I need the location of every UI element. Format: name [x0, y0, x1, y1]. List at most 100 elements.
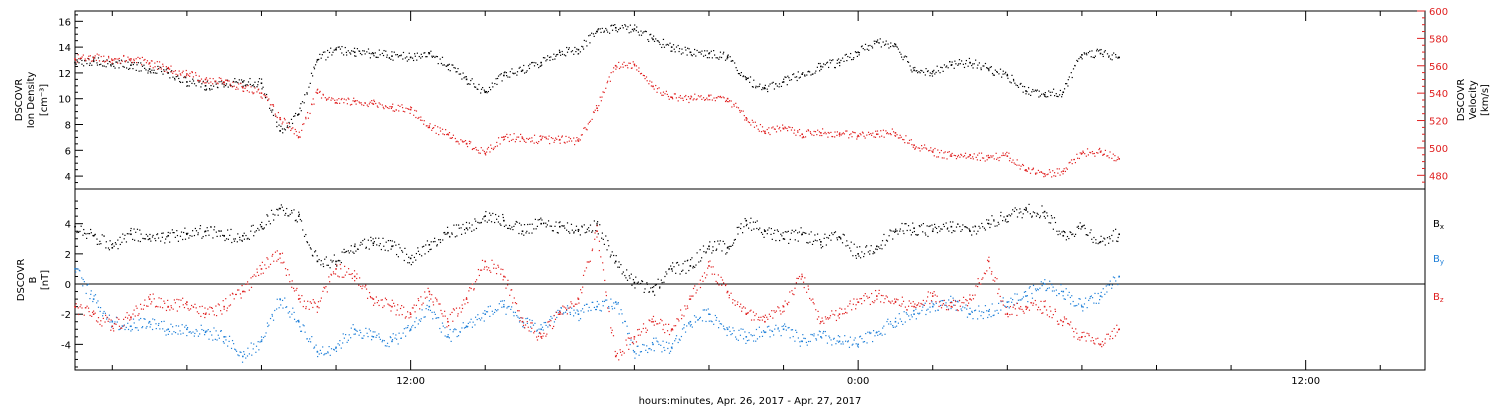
bx-sample	[157, 237, 160, 239]
by-sample	[683, 324, 685, 326]
bx-sample	[910, 234, 912, 236]
bx-sample	[828, 234, 831, 237]
density-sample	[784, 76, 786, 78]
bx-sample	[255, 230, 257, 232]
by-sample	[545, 324, 547, 326]
velocity-sample	[1117, 156, 1119, 158]
bz-sample	[312, 306, 314, 309]
velocity-sample	[420, 116, 422, 118]
velocity-sample	[451, 137, 454, 139]
velocity-sample	[473, 147, 475, 150]
bz-sample	[303, 300, 305, 302]
density-sample	[507, 76, 509, 78]
by-sample	[500, 300, 502, 302]
by-sample	[578, 319, 580, 322]
bx-sample	[404, 247, 406, 249]
bz-sample	[509, 294, 511, 296]
velocity-sample	[586, 129, 588, 131]
density-sample	[674, 51, 676, 53]
velocity-sample	[243, 90, 245, 93]
bx-sample	[176, 230, 178, 232]
bx-sample	[872, 251, 875, 253]
density-sample	[1089, 50, 1091, 52]
velocity-sample	[640, 72, 643, 75]
by-sample	[562, 313, 564, 315]
bx-sample	[169, 241, 171, 243]
bz-sample	[675, 325, 677, 327]
by-sample	[626, 325, 628, 327]
bx-sample	[852, 255, 854, 257]
bx-sample	[545, 226, 547, 228]
bx-sample	[537, 219, 539, 221]
bz-sample	[88, 311, 90, 313]
density-sample	[186, 85, 188, 87]
velocity-sample	[819, 134, 821, 137]
bz-sample	[256, 271, 258, 273]
density-point	[484, 91, 487, 94]
bx-sample	[712, 246, 714, 248]
density-point	[894, 43, 897, 46]
bz-sample	[871, 292, 873, 295]
bz-sample	[838, 317, 840, 319]
by-sample	[826, 342, 829, 344]
velocity-sample	[356, 100, 358, 102]
velocity-sample	[986, 159, 988, 161]
bz-sample	[640, 331, 643, 333]
x-tick-label: 12:00	[1291, 376, 1320, 387]
bz-sample	[439, 303, 441, 305]
by-point	[74, 268, 76, 270]
velocity-sample	[802, 135, 804, 138]
density-sample	[366, 51, 368, 53]
bz-sample	[1088, 333, 1090, 335]
density-sample	[577, 53, 580, 55]
velocity-sample	[851, 136, 853, 138]
density-sample	[958, 59, 961, 61]
density-sample	[999, 68, 1002, 70]
bx-sample	[525, 232, 527, 234]
bx-sample	[419, 253, 421, 256]
bx-sample	[378, 245, 380, 247]
velocity-sample	[267, 99, 269, 102]
by-sample	[950, 295, 952, 297]
bx-sample	[325, 256, 327, 258]
by-sample	[649, 347, 651, 350]
velocity-sample	[1026, 170, 1028, 172]
bx-sample	[147, 235, 149, 237]
velocity-sample	[336, 102, 338, 104]
bx-sample	[770, 227, 772, 230]
bx-sample	[512, 228, 514, 231]
velocity-sample	[139, 57, 141, 60]
density-sample	[977, 64, 979, 66]
bx-sample	[558, 222, 560, 224]
density-sample	[871, 45, 873, 47]
by-sample	[316, 350, 318, 352]
density-sample	[597, 28, 600, 30]
by-sample	[833, 337, 835, 339]
velocity-sample	[962, 156, 964, 158]
density-sample	[279, 129, 281, 132]
velocity-sample	[886, 132, 888, 135]
density-sample	[1099, 49, 1101, 51]
velocity-sample	[1022, 164, 1025, 167]
by-sample	[961, 309, 963, 312]
bx-sample	[243, 232, 245, 234]
density-sample	[416, 52, 418, 54]
bx-sample	[1041, 205, 1043, 207]
bx-sample	[1079, 222, 1081, 224]
density-sample	[88, 64, 91, 66]
velocity-sample	[194, 72, 197, 74]
bz-sample	[413, 304, 415, 306]
by-sample	[740, 328, 742, 330]
density-sample	[1074, 65, 1076, 67]
density-sample	[753, 79, 755, 81]
bx-sample	[458, 224, 460, 226]
velocity-sample	[618, 61, 620, 64]
density-sample	[958, 63, 960, 65]
density-sample	[257, 84, 259, 86]
bx-sample	[282, 209, 285, 212]
velocity-sample	[1009, 157, 1011, 159]
bx-sample	[922, 222, 925, 225]
density-sample	[198, 81, 200, 83]
velocity-sample	[535, 141, 538, 143]
by-sample	[758, 326, 761, 328]
